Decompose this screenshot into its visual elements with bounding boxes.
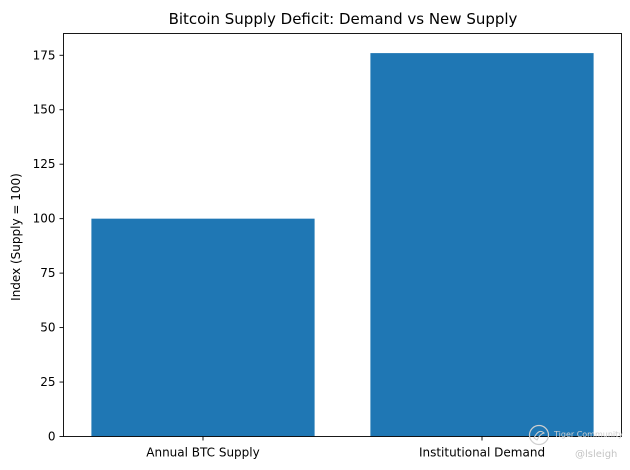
- y-tick-label: 175: [33, 48, 56, 62]
- bar-0: [91, 218, 315, 437]
- x-tick-label: Annual BTC Supply: [146, 446, 259, 460]
- plot-frame: [63, 33, 622, 437]
- y-tick-label: 100: [33, 212, 56, 226]
- y-tick-label: 0: [48, 430, 56, 444]
- y-tick-label: 50: [40, 321, 55, 335]
- y-tick-label: 25: [40, 375, 55, 389]
- bars-group: [91, 53, 594, 437]
- watermark-handle: @lsleigh: [575, 449, 618, 460]
- y-axis-label: Index (Supply = 100): [9, 173, 23, 301]
- y-ticks-group: 0 25 50 75 100 125 150 175: [33, 48, 64, 444]
- x-tick-label: Institutional Demand: [419, 446, 545, 460]
- y-tick-label: 125: [33, 157, 56, 171]
- watermark-brand: Tiger Community: [554, 430, 623, 439]
- chart-title: Bitcoin Supply Deficit: Demand vs New Su…: [169, 10, 518, 28]
- y-tick-label: 75: [40, 266, 55, 280]
- bar-1: [370, 53, 594, 437]
- y-tick-label: 150: [33, 103, 56, 117]
- x-ticks-group: Annual BTC Supply Institutional Demand: [146, 436, 545, 460]
- tiger-community-logo-icon: [528, 424, 550, 446]
